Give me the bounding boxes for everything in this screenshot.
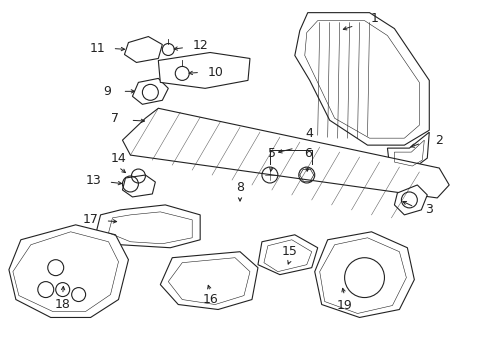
Text: 1: 1 (370, 12, 378, 25)
Polygon shape (160, 252, 258, 310)
Text: 3: 3 (425, 203, 432, 216)
Polygon shape (394, 185, 427, 215)
Polygon shape (122, 108, 448, 198)
Text: 7: 7 (111, 112, 119, 125)
Text: 18: 18 (55, 298, 70, 311)
Text: 15: 15 (281, 245, 297, 258)
Text: 14: 14 (110, 152, 126, 165)
Polygon shape (124, 37, 162, 62)
Text: 19: 19 (336, 299, 352, 312)
Text: 10: 10 (207, 66, 223, 79)
Polygon shape (122, 175, 155, 197)
Text: 11: 11 (89, 42, 105, 55)
Text: 16: 16 (202, 293, 218, 306)
Text: 17: 17 (82, 213, 99, 226)
Text: 6: 6 (303, 147, 311, 159)
Polygon shape (314, 232, 413, 318)
Text: 13: 13 (85, 175, 101, 188)
Polygon shape (158, 53, 249, 88)
Polygon shape (132, 78, 168, 104)
Polygon shape (258, 235, 317, 275)
Polygon shape (294, 13, 428, 145)
Text: 12: 12 (192, 39, 207, 52)
Polygon shape (9, 225, 128, 318)
Polygon shape (95, 205, 200, 248)
Text: 2: 2 (434, 134, 442, 147)
Polygon shape (386, 132, 428, 170)
Text: 5: 5 (267, 147, 275, 159)
Text: 4: 4 (305, 127, 313, 140)
Text: 9: 9 (103, 85, 111, 98)
Text: 8: 8 (236, 181, 244, 194)
